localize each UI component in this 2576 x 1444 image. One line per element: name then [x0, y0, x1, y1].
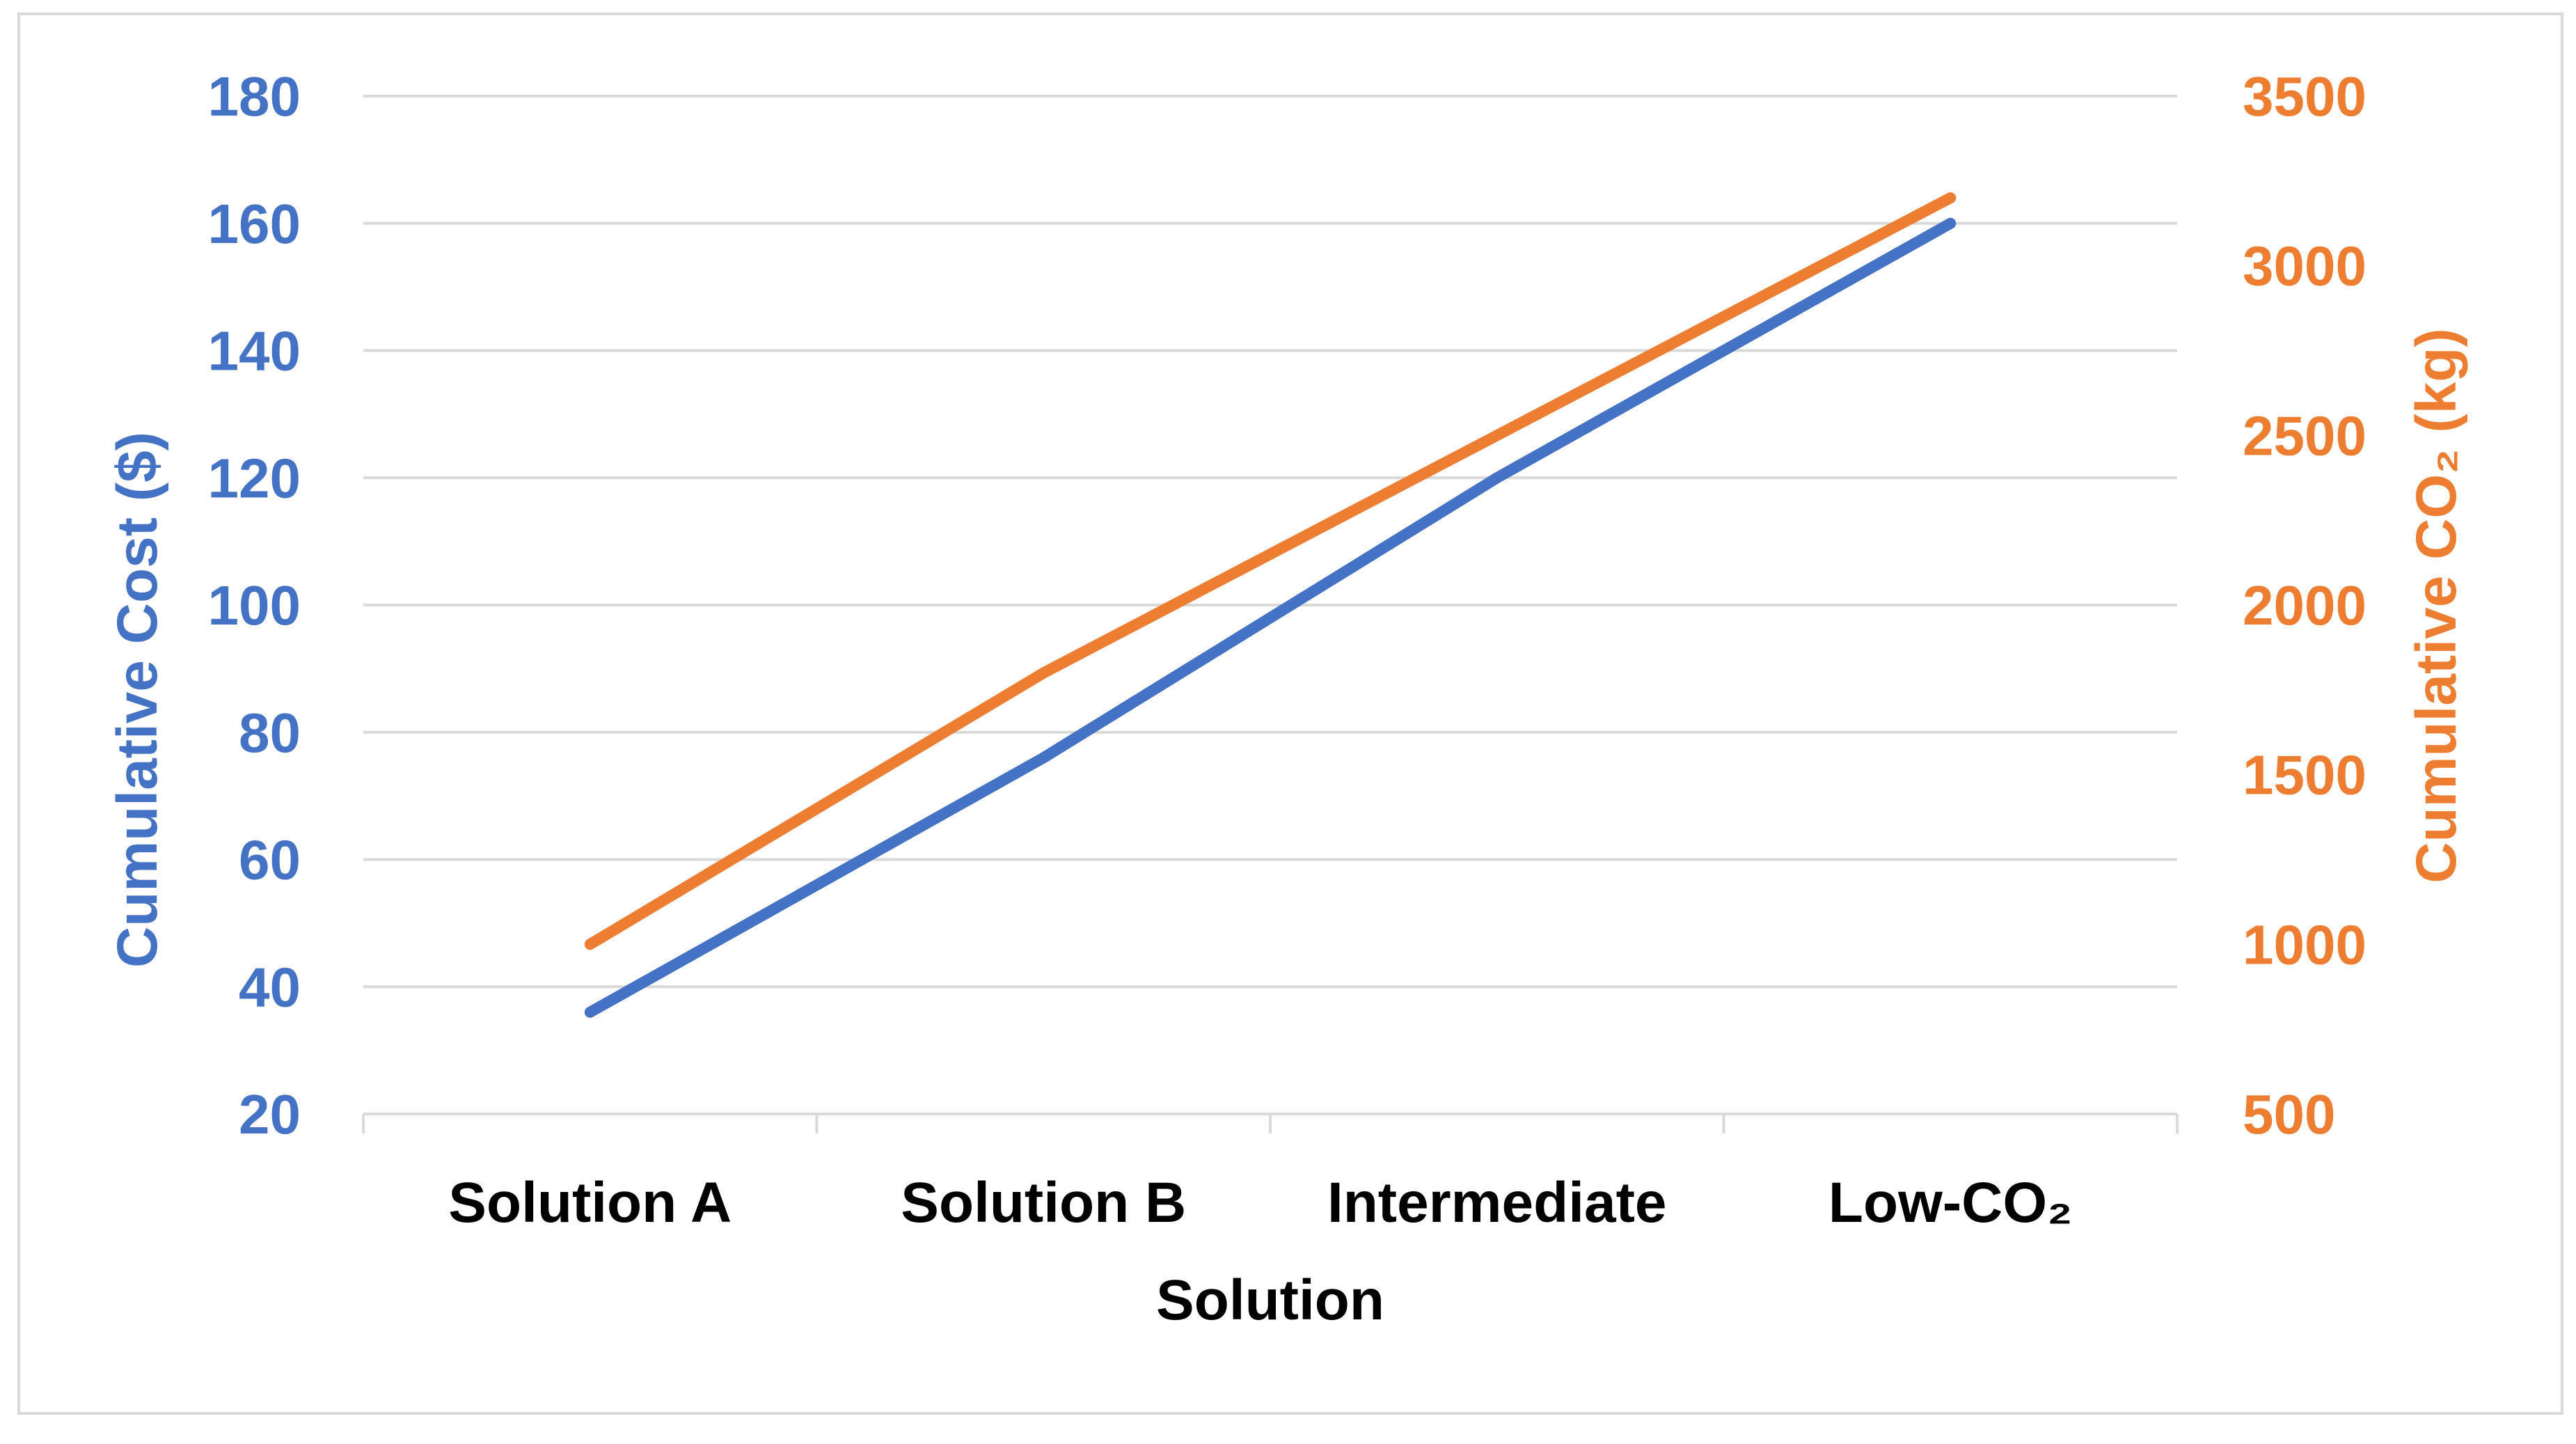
left-y-tick-label: 140 — [208, 320, 301, 382]
left-y-tick-label: 40 — [239, 956, 301, 1018]
series-line-co2 — [584, 192, 1957, 950]
series-group — [584, 192, 1957, 1018]
x-axis — [362, 1113, 2179, 1133]
right-y-tick-label: 1500 — [2243, 744, 2366, 806]
left-y-axis-title: Cumulative Cost ($) — [106, 432, 169, 968]
series-line-cost — [584, 217, 1957, 1018]
x-axis-title: Solution — [1156, 1269, 1384, 1332]
left-y-tick-label: 60 — [239, 829, 301, 891]
x-tick-label: Low-CO₂ — [1828, 1171, 2073, 1234]
right-y-tick-label: 3500 — [2243, 65, 2366, 127]
right-y-axis-title: Cumulative CO₂ (kg) — [2405, 328, 2468, 883]
chart-border — [17, 13, 2563, 1415]
right-y-tick-label: 1000 — [2243, 913, 2366, 975]
left-y-axis-ticks: 20 40 60 80 100 120 140 160 180 — [208, 65, 301, 1145]
left-y-tick-label: 80 — [239, 702, 301, 764]
left-y-tick-label: 160 — [208, 193, 301, 255]
x-axis-ticks: Solution A Solution B Intermediate Low-CO₂ — [448, 1171, 2072, 1234]
right-y-tick-label: 2000 — [2243, 574, 2366, 636]
right-y-tick-label: 2500 — [2243, 405, 2366, 466]
x-tick-label: Solution A — [448, 1171, 732, 1234]
x-tick-label: Solution B — [901, 1171, 1186, 1234]
left-y-tick-label: 100 — [208, 574, 301, 636]
gridlines — [363, 95, 2177, 989]
left-y-tick-label: 180 — [208, 65, 301, 127]
left-y-tick-label: 120 — [208, 447, 301, 509]
x-tick-label: Intermediate — [1327, 1171, 1667, 1234]
right-y-axis-ticks: 500 1000 1500 2000 2500 3000 3500 — [2243, 65, 2366, 1145]
right-y-tick-label: 3000 — [2243, 235, 2366, 297]
right-y-tick-label: 500 — [2243, 1083, 2335, 1145]
left-y-tick-label: 20 — [239, 1083, 301, 1145]
